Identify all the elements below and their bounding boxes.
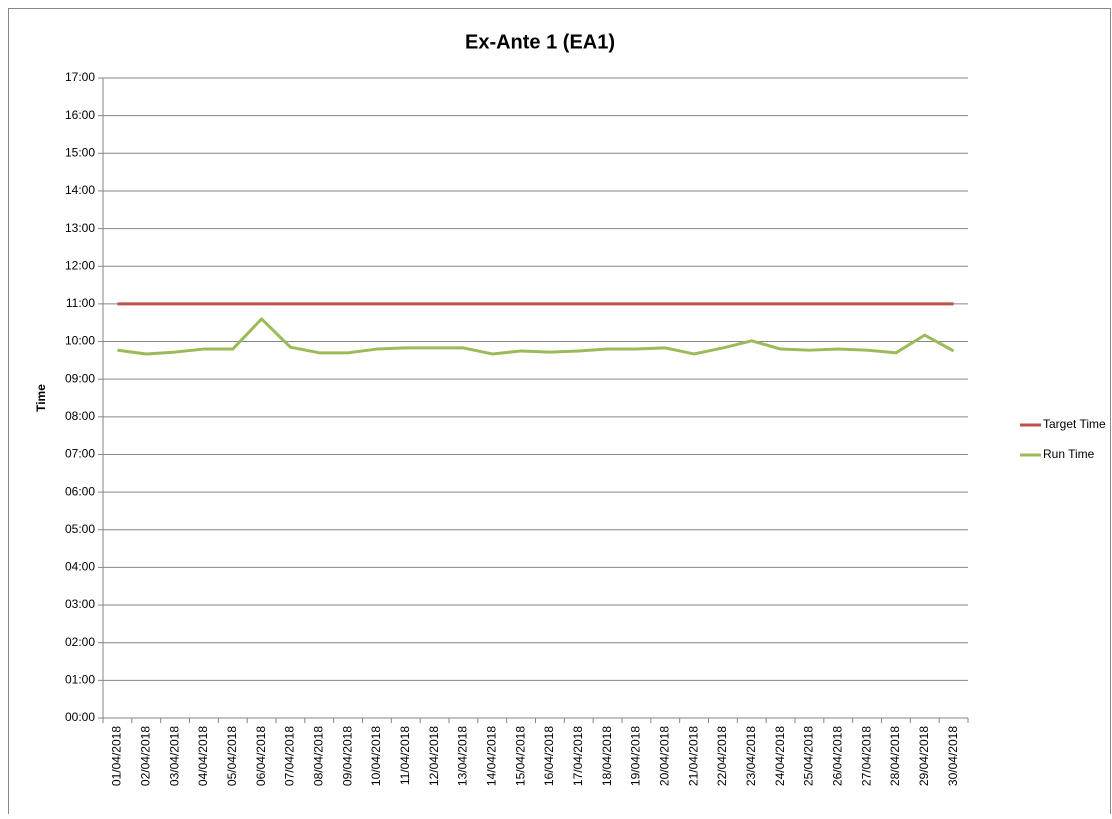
x-tick-label: 07/04/2018	[283, 726, 297, 786]
y-tick-label: 05:00	[65, 522, 95, 536]
x-tick-label: 23/04/2018	[744, 726, 758, 786]
x-tick-label: 26/04/2018	[830, 726, 844, 786]
x-tick-label: 16/04/2018	[542, 726, 556, 786]
legend-label: Run Time	[1043, 447, 1095, 461]
y-tick-label: 07:00	[65, 447, 95, 461]
x-tick-label: 20/04/2018	[657, 726, 671, 786]
x-tick-label: 09/04/2018	[340, 726, 354, 786]
x-tick-label: 21/04/2018	[686, 726, 700, 786]
x-tick-label: 10/04/2018	[369, 726, 383, 786]
y-tick-label: 14:00	[65, 183, 95, 197]
y-tick-label: 16:00	[65, 108, 95, 122]
y-tick-label: 01:00	[65, 673, 95, 687]
y-tick-label: 06:00	[65, 484, 95, 498]
x-tick-label: 06/04/2018	[254, 726, 268, 786]
x-tick-label: 05/04/2018	[225, 726, 239, 786]
y-tick-label: 04:00	[65, 560, 95, 574]
y-tick-label: 15:00	[65, 145, 95, 159]
y-tick-label: 00:00	[65, 710, 95, 724]
chart-title: Ex-Ante 1 (EA1)	[465, 31, 615, 53]
y-tick-label: 08:00	[65, 409, 95, 423]
y-tick-label: 10:00	[65, 334, 95, 348]
x-tick-label: 01/04/2018	[110, 726, 124, 786]
x-tick-label: 22/04/2018	[715, 726, 729, 786]
y-tick-label: 13:00	[65, 221, 95, 235]
x-tick-label: 27/04/2018	[859, 726, 873, 786]
y-tick-label: 12:00	[65, 258, 95, 272]
series-line	[117, 317, 955, 356]
x-tick-label: 28/04/2018	[888, 726, 902, 786]
x-tick-label: 18/04/2018	[600, 726, 614, 786]
x-tick-label: 08/04/2018	[311, 726, 325, 786]
x-tick-label: 24/04/2018	[773, 726, 787, 786]
y-tick-label: 11:00	[66, 296, 95, 310]
x-tick-label: 13/04/2018	[456, 726, 470, 786]
x-tick-label: 14/04/2018	[484, 726, 498, 786]
x-tick-label: 19/04/2018	[629, 726, 643, 786]
y-tick-label: 02:00	[65, 635, 95, 649]
y-tick-label: 09:00	[65, 371, 95, 385]
y-tick-label: 03:00	[65, 597, 95, 611]
x-tick-label: 02/04/2018	[138, 726, 152, 786]
x-tick-label: 30/04/2018	[946, 726, 960, 786]
chart-frame	[8, 8, 1111, 819]
x-tick-label: 17/04/2018	[571, 726, 585, 786]
x-tick-label: 25/04/2018	[802, 726, 816, 786]
x-tick-label: 29/04/2018	[917, 726, 931, 786]
x-tick-label: 11/04/2018	[398, 726, 412, 785]
x-tick-label: 15/04/2018	[513, 726, 527, 786]
legend-label: Target Time	[1043, 417, 1106, 431]
x-tick-label: 03/04/2018	[167, 726, 181, 786]
y-tick-label: 17:00	[65, 70, 95, 84]
x-tick-label: 04/04/2018	[196, 726, 210, 786]
y-axis-label: Time	[34, 384, 48, 412]
x-tick-label: 12/04/2018	[427, 726, 441, 786]
